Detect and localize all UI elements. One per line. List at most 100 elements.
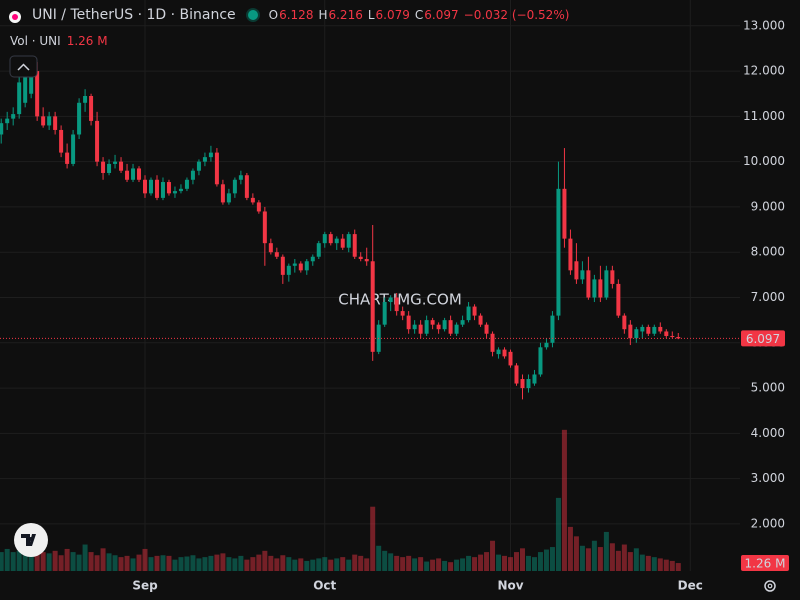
volume-bar bbox=[603, 531, 609, 571]
volume-bar bbox=[609, 543, 615, 571]
volume-bar bbox=[34, 545, 40, 571]
volume-bar bbox=[627, 552, 633, 571]
volume-bar bbox=[322, 557, 328, 571]
candle-body bbox=[220, 184, 225, 203]
candle-body bbox=[29, 71, 34, 94]
x-tick-label: Nov bbox=[497, 579, 523, 593]
volume-bar bbox=[484, 552, 490, 571]
candle-body bbox=[394, 297, 399, 312]
candle-body bbox=[424, 320, 429, 334]
candle-body bbox=[568, 238, 573, 271]
candle-body bbox=[490, 333, 495, 352]
candle-body bbox=[232, 179, 237, 194]
volume-bar bbox=[28, 548, 34, 571]
volume-bar bbox=[82, 544, 88, 571]
candle-body bbox=[262, 211, 267, 244]
volume-bar bbox=[166, 555, 172, 571]
candle-body bbox=[89, 95, 94, 121]
y-tick-label: 10.000 bbox=[743, 154, 785, 168]
watermark: CHART-IMG.COM bbox=[338, 291, 462, 309]
volume-bar bbox=[502, 555, 508, 571]
volume-bar bbox=[40, 552, 46, 571]
y-tick-label: 13.000 bbox=[743, 18, 785, 32]
candle-body bbox=[538, 347, 543, 375]
candle-body bbox=[388, 297, 393, 303]
candle-body bbox=[178, 188, 183, 192]
volume-bar bbox=[442, 560, 448, 571]
candle-body bbox=[250, 197, 255, 203]
candle-body bbox=[286, 265, 291, 275]
candle-body bbox=[466, 306, 471, 321]
ohlc-key: C bbox=[414, 8, 424, 22]
candle-body bbox=[268, 243, 273, 253]
volume-bar bbox=[244, 559, 250, 571]
y-tick-label: 9.000 bbox=[751, 199, 785, 213]
x-tick-label: Oct bbox=[313, 579, 336, 593]
y-tick-label: 8.000 bbox=[751, 245, 785, 259]
candle-body bbox=[202, 157, 207, 162]
volume-tag-label: 1.26 M bbox=[745, 557, 786, 571]
change: −0.032 (−0.52%) bbox=[463, 8, 570, 22]
candle-body bbox=[190, 170, 195, 180]
volume-bar bbox=[208, 555, 214, 571]
candle-body bbox=[382, 302, 387, 325]
volume-bar bbox=[519, 548, 525, 571]
volume-bar bbox=[178, 557, 184, 571]
volume-bar bbox=[94, 555, 100, 571]
candle-body bbox=[59, 129, 64, 153]
ohlc-key: H bbox=[318, 8, 328, 22]
volume-bar bbox=[172, 559, 178, 571]
volume-bar bbox=[220, 553, 226, 571]
volume-bar bbox=[579, 545, 585, 571]
y-tick-label: 3.000 bbox=[751, 471, 785, 485]
volume-bar bbox=[142, 548, 148, 571]
candle-body bbox=[256, 202, 261, 212]
candle-body bbox=[41, 116, 46, 126]
y-tick-label: 12.000 bbox=[743, 64, 785, 78]
volume-bar bbox=[555, 497, 561, 571]
candle-body bbox=[358, 256, 363, 260]
candle-body bbox=[196, 161, 201, 171]
candle-body bbox=[370, 261, 375, 352]
volume-bar bbox=[549, 547, 555, 571]
volume-bar bbox=[514, 552, 520, 571]
y-tick-label: 5.000 bbox=[751, 381, 785, 395]
status-dot bbox=[247, 10, 258, 20]
volume-label: Vol · UNI bbox=[10, 34, 61, 48]
candle-body bbox=[77, 102, 82, 135]
volume-bar bbox=[214, 554, 220, 571]
ohlc-value: 6.097 bbox=[424, 8, 459, 22]
volume-bar bbox=[232, 558, 238, 571]
candle-body bbox=[23, 73, 28, 103]
volume-bar bbox=[280, 555, 286, 571]
volume-bar bbox=[424, 561, 430, 571]
volume-bar bbox=[490, 540, 496, 571]
candle-body bbox=[65, 152, 70, 164]
volume-bar bbox=[196, 558, 202, 571]
legend-header: UNI / TetherUS · 1D · Binance O 6.128 H 6.… bbox=[32, 7, 569, 23]
volume-bar bbox=[46, 553, 52, 571]
candle-body bbox=[556, 188, 561, 316]
volume-bar bbox=[136, 554, 142, 571]
y-tick-label: 7.000 bbox=[751, 290, 785, 304]
candle-body bbox=[562, 188, 567, 239]
y-tick-label: 2.000 bbox=[751, 516, 785, 530]
volume-bar bbox=[130, 558, 136, 571]
candle-body bbox=[346, 234, 351, 248]
candle-body bbox=[17, 82, 22, 115]
volume-bar bbox=[418, 557, 424, 571]
y-tick-label: 11.000 bbox=[743, 109, 785, 123]
volume-bar bbox=[4, 548, 10, 571]
volume-bar bbox=[76, 554, 82, 571]
candle-body bbox=[143, 179, 148, 194]
x-tick-label: Sep bbox=[132, 579, 158, 593]
candle-body bbox=[628, 324, 633, 339]
volume-bar bbox=[466, 555, 472, 571]
ohlc-key: O bbox=[268, 8, 279, 22]
volume-bar bbox=[376, 545, 382, 571]
y-tick-label: 4.000 bbox=[751, 426, 785, 440]
candle-body bbox=[166, 182, 171, 194]
volume-bar bbox=[370, 506, 376, 571]
volume-bar bbox=[298, 558, 304, 571]
candle-body bbox=[646, 326, 651, 334]
